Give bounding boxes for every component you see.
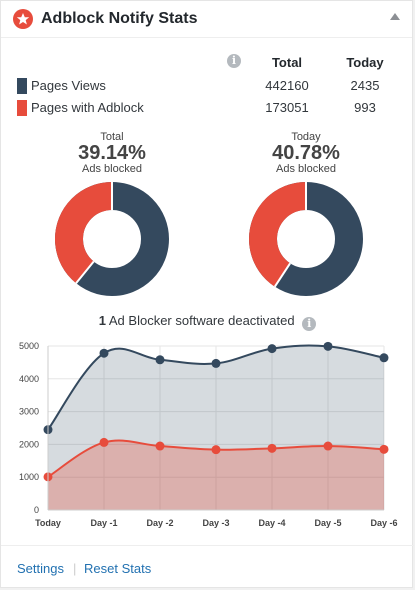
donut-chart-total xyxy=(55,182,169,296)
data-point[interactable] xyxy=(323,341,333,351)
y-tick-label: 5000 xyxy=(19,341,39,351)
daily-stats-chart: 0 1000 2000 3000 4000 5000 Today Day -1 Day -2 Da… xyxy=(19,341,398,528)
donut-subtitle: Ads blocked xyxy=(82,163,142,175)
legend-swatch-dark xyxy=(17,78,27,94)
collapse-arrow-icon[interactable] xyxy=(390,13,400,20)
column-header-total: Total xyxy=(271,55,303,70)
x-tick-label: Day -1 xyxy=(90,518,117,528)
x-tick-label: Day -5 xyxy=(314,518,341,528)
data-point[interactable] xyxy=(99,437,109,447)
settings-link[interactable]: Settings xyxy=(17,561,64,576)
reset-stats-link[interactable]: Reset Stats xyxy=(84,561,152,576)
widget-title: Adblock Notify Stats xyxy=(41,10,198,27)
column-header-today: Today xyxy=(346,55,384,70)
y-tick-label: 4000 xyxy=(19,374,39,384)
x-tick-label: Day -4 xyxy=(258,518,285,528)
series-area-0 xyxy=(48,345,384,510)
x-tick-label: Day -3 xyxy=(202,518,229,528)
star-badge-icon xyxy=(13,9,33,29)
donut-percent: 39.14% xyxy=(78,142,146,164)
widget-footer: Settings | Reset Stats xyxy=(1,545,414,590)
row-label: Pages Views xyxy=(31,78,106,93)
donut-today: Today 40.78% Ads blocked xyxy=(241,131,371,304)
donut-chart-today xyxy=(249,182,363,296)
y-tick-label: 2000 xyxy=(19,439,39,449)
donut-separator xyxy=(75,260,95,284)
row-today: 993 xyxy=(354,100,376,115)
y-tick-label: 1000 xyxy=(19,472,39,482)
data-point[interactable] xyxy=(155,355,165,365)
data-point[interactable] xyxy=(323,441,333,451)
data-point[interactable] xyxy=(267,344,277,354)
info-icon[interactable]: i xyxy=(227,54,241,68)
x-tick-label: Today xyxy=(35,518,61,528)
row-today: 2435 xyxy=(350,78,380,93)
data-point[interactable] xyxy=(267,443,277,453)
donut-caption: Total xyxy=(100,131,124,143)
info-icon[interactable]: i xyxy=(302,317,317,331)
data-point[interactable] xyxy=(211,358,221,368)
stats-row-adblock: Pages with Adblock 173051 993 xyxy=(17,99,397,117)
deactivated-text: Ad Blocker software deactivated xyxy=(108,313,295,328)
donut-separator xyxy=(273,262,291,288)
deactivated-summary: 1 Ad Blocker software deactivated i xyxy=(1,313,414,331)
footer-separator: | xyxy=(73,561,77,576)
legend-swatch-red xyxy=(17,100,27,116)
row-label: Pages with Adblock xyxy=(31,100,144,115)
x-tick-label: Day -2 xyxy=(146,518,173,528)
data-point[interactable] xyxy=(379,444,389,454)
stats-row-page-views: Pages Views 442160 2435 xyxy=(17,77,397,95)
y-tick-label: 0 xyxy=(34,505,39,515)
deactivated-count: 1 xyxy=(98,313,106,328)
series-area-1 xyxy=(48,440,384,510)
row-total: 173051 xyxy=(265,100,309,115)
donut-subtitle: Ads blocked xyxy=(276,163,336,175)
donut-percent: 40.78% xyxy=(272,142,340,164)
data-point[interactable] xyxy=(155,441,165,451)
data-point[interactable] xyxy=(211,445,221,455)
y-tick-label: 3000 xyxy=(19,407,39,417)
stats-table: i Total Today Pages Views 442160 2435 Pa… xyxy=(1,49,414,121)
widget-header[interactable]: Adblock Notify Stats xyxy=(1,1,412,38)
donut-total: Total 39.14% Ads blocked xyxy=(47,131,177,304)
row-total: 442160 xyxy=(265,78,309,93)
x-tick-label: Day -6 xyxy=(370,518,397,528)
data-point[interactable] xyxy=(99,348,109,358)
data-point[interactable] xyxy=(379,353,389,363)
donut-caption: Today xyxy=(291,131,321,143)
